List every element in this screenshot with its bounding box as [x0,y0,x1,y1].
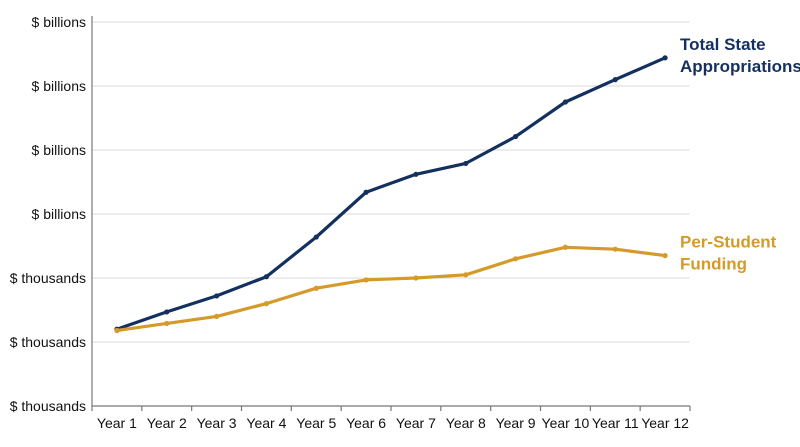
data-point [512,256,519,262]
data-point [562,99,569,105]
data-point [413,171,419,177]
data-point [562,244,569,250]
data-point [662,55,668,61]
data-point [263,301,270,307]
data-point [213,313,220,319]
data-point [662,253,668,259]
data-point [164,309,170,315]
data-point [313,234,319,240]
data-point [164,320,170,327]
series-label: Total State Appropriations [680,35,800,76]
y-tick-labels: $ thousands $ thousands $ thousands $ billi… [10,14,86,414]
y-tick-label: $ billions [32,142,86,158]
x-tick-label: Year 10 [542,415,590,431]
data-point [263,274,270,280]
data-point [313,285,319,291]
series-label: Per-Student Funding [680,233,777,274]
data-point [512,133,519,140]
x-tick-label: Year 11 [592,415,639,431]
data-point [114,327,120,334]
data-point [612,77,618,83]
grid-lines [92,21,690,343]
y-tick-label: $ thousands [10,334,86,350]
series-label-line: Per-Student [680,233,777,252]
series-label-line: Total State [680,35,766,54]
x-tick-label: Year 3 [197,415,237,431]
x-tick-labels: Year 1 Year 2 Year 3 Year 4 Year 5 Year 6 Year… [97,415,689,431]
y-tick-label: $ billions [32,14,86,30]
data-point [213,293,220,299]
data-point [413,275,419,281]
x-tick-label: Year 4 [246,415,286,431]
series-labels: Total State Appropriations Per-Student Fund… [680,35,800,274]
data-point [463,272,469,278]
x-tick-label: Year 6 [346,415,386,431]
x-tick-label: Year 12 [641,415,689,431]
series-label-line: Appropriations [680,57,800,76]
data-point [363,189,369,195]
x-tick-label: Year 5 [296,415,336,431]
y-tick-label: $ billions [32,206,86,222]
x-tick-label: Year 8 [446,415,486,431]
series-label-line: Funding [680,255,747,274]
axes [91,16,691,411]
x-tick-label: Year 9 [496,415,536,431]
y-tick-label: $ thousands [10,398,86,414]
x-tick-label: Year 7 [396,415,436,431]
series-line [115,245,667,333]
series-line [115,56,667,331]
y-tick-label: $ thousands [10,270,86,286]
data-point [612,246,618,252]
y-tick-label: $ billions [32,78,86,94]
series [114,55,668,334]
x-tick-label: Year 1 [97,415,137,431]
x-tick-label: Year 2 [147,415,187,431]
data-point [363,277,369,283]
data-point [463,160,469,167]
